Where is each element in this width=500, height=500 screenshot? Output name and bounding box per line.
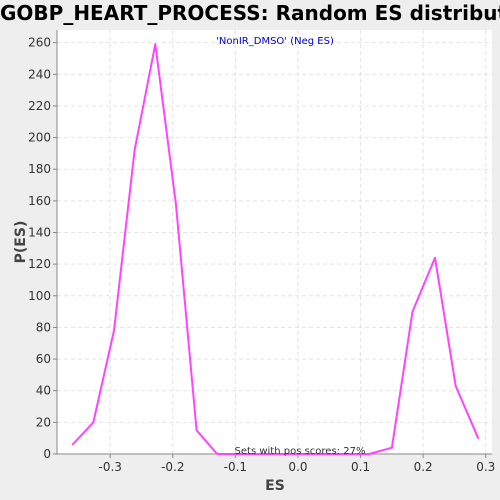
x-tick-label: 0.2 xyxy=(414,460,433,474)
y-tick-label: 180 xyxy=(28,162,51,176)
data-point xyxy=(113,329,115,332)
data-point xyxy=(154,43,157,46)
y-ticks: 0 20 40 60 80 100 120 140 160 180 200 220 240 260 xyxy=(28,36,57,461)
data-point xyxy=(434,257,436,259)
y-tick-label: 0 xyxy=(43,447,51,461)
chart-subtitle: 'NonIR_DMSO' (Neg ES) xyxy=(216,36,334,47)
data-point xyxy=(175,203,177,205)
data-point xyxy=(319,453,322,455)
x-tick-label: -0.3 xyxy=(98,460,121,474)
y-tick-label: 220 xyxy=(28,99,51,113)
data-point xyxy=(299,453,301,455)
y-tick-label: 80 xyxy=(36,320,51,334)
y-axis-title: P(ES) xyxy=(13,221,29,264)
data-point xyxy=(237,453,239,455)
data-point xyxy=(71,443,74,446)
x-tick-label: -0.1 xyxy=(224,460,247,474)
y-tick-label: 240 xyxy=(28,67,51,81)
y-tick-label: 140 xyxy=(28,226,51,240)
data-point xyxy=(411,310,414,313)
x-tick-label: 0.0 xyxy=(288,460,307,474)
data-point xyxy=(391,446,393,449)
series-layer xyxy=(71,43,480,455)
data-point xyxy=(368,453,371,455)
data-point xyxy=(92,421,95,424)
y-tick-label: 200 xyxy=(28,131,51,145)
data-point xyxy=(454,385,457,387)
data-point xyxy=(216,453,219,455)
x-tick-label: 0.3 xyxy=(476,460,495,474)
chart-title: GOBP_HEART_PROCESS: Random ES distributi… xyxy=(0,1,500,25)
y-tick-label: 20 xyxy=(36,415,51,429)
x-tick-label: -0.2 xyxy=(161,460,184,474)
y-tick-label: 100 xyxy=(28,289,51,303)
y-tick-label: 40 xyxy=(36,384,51,398)
data-point xyxy=(195,429,198,432)
x-tick-label: 0.1 xyxy=(351,460,370,474)
y-tick-label: 160 xyxy=(28,194,51,208)
data-point xyxy=(257,453,260,455)
y-tick-label: 120 xyxy=(28,257,51,271)
data-point xyxy=(340,453,342,455)
data-point xyxy=(278,453,280,455)
plot-area xyxy=(57,30,492,454)
series-line xyxy=(71,43,480,455)
x-axis-title: ES xyxy=(265,478,285,494)
y-tick-label: 60 xyxy=(36,352,51,366)
y-tick-label: 260 xyxy=(28,36,51,50)
grid-lines xyxy=(57,30,492,455)
data-point xyxy=(477,437,480,439)
pos-scores-annotation: Sets with pos scores: 27% xyxy=(235,446,366,457)
x-ticks: -0.3 -0.2 -0.1 0.0 0.1 0.2 0.3 xyxy=(98,454,495,474)
data-point xyxy=(133,149,136,152)
